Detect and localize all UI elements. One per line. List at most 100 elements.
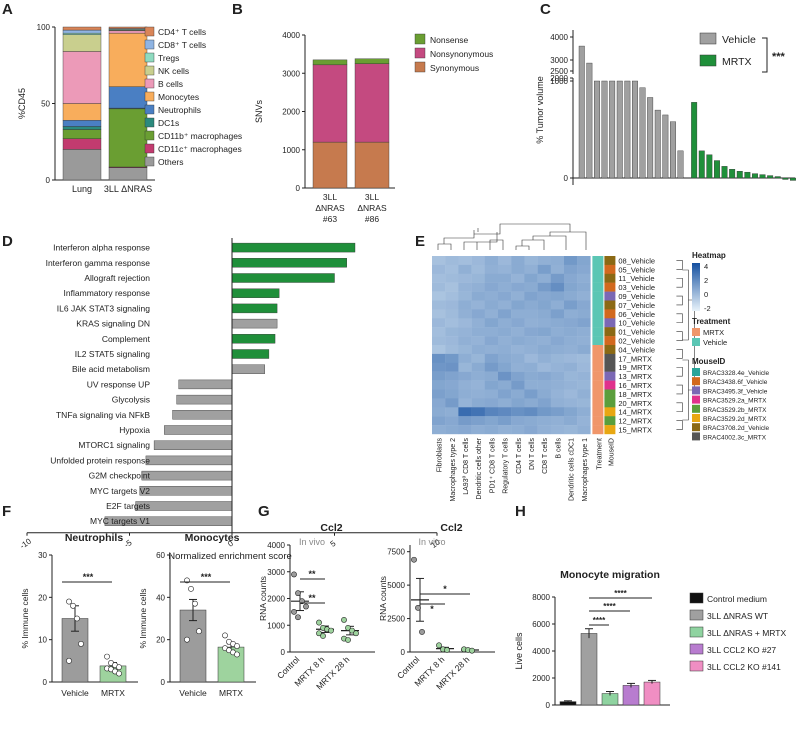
heatmap-cell bbox=[498, 425, 512, 435]
chart-title: Neutrophils bbox=[65, 532, 123, 544]
bar-segment bbox=[62, 126, 102, 130]
row-label: 06_Vehicle bbox=[618, 310, 655, 319]
heatmap-cell bbox=[577, 389, 591, 399]
legend-label: CD4⁺ T cells bbox=[158, 27, 206, 37]
heatmap-cell bbox=[564, 264, 578, 274]
heatmap-cell bbox=[484, 362, 499, 372]
legend-label: BRAC3438.6f_Vehicle bbox=[703, 379, 768, 386]
heatmap-cell bbox=[577, 362, 591, 372]
heatmap-cell bbox=[577, 273, 591, 283]
data-point bbox=[192, 600, 198, 607]
heatmap-cell bbox=[537, 371, 551, 381]
legend-label: MRTX bbox=[722, 56, 752, 68]
category-label: MYC targets V2 bbox=[90, 486, 150, 496]
heatmap-cell bbox=[498, 398, 512, 408]
y-tick-label: 4000 bbox=[267, 541, 285, 550]
column-label: CD8 T cells bbox=[542, 438, 549, 474]
heatmap-cell bbox=[484, 282, 499, 292]
heatmap-cell bbox=[524, 380, 538, 390]
heatmap-cell bbox=[537, 416, 551, 426]
row-label: 05_Vehicle bbox=[618, 265, 655, 274]
heatmap-cell bbox=[471, 300, 485, 310]
waterfall-bar bbox=[744, 171, 751, 179]
heatmap-cell bbox=[564, 425, 578, 435]
mouse-cell bbox=[604, 273, 616, 283]
colorbar-tick: -2 bbox=[704, 304, 711, 313]
mouse-cell bbox=[604, 336, 616, 346]
column-label: CD4 T cells bbox=[516, 438, 523, 474]
data-point bbox=[70, 602, 76, 609]
heatmap-cell bbox=[564, 318, 578, 328]
heatmap-cell bbox=[511, 273, 525, 283]
y-axis-label: Live cells bbox=[514, 632, 524, 670]
heatmap-cell bbox=[432, 353, 446, 363]
mouse-cell bbox=[604, 282, 616, 292]
heatmap-cell bbox=[445, 345, 459, 355]
heatmap-cell bbox=[484, 416, 499, 426]
category-label: Interferon alpha response bbox=[53, 243, 150, 253]
mouse-legend-title: MouseID bbox=[692, 357, 726, 366]
data-point bbox=[444, 647, 450, 653]
heatmap-cell bbox=[432, 300, 446, 310]
legend-label: NK cells bbox=[158, 66, 189, 76]
legend-label: Synonymous bbox=[430, 63, 479, 73]
heatmap-cell bbox=[550, 380, 565, 390]
x-axis-label: Normalized enrichment score bbox=[168, 551, 292, 562]
legend-label: MRTX bbox=[703, 328, 724, 337]
heatmap-cell bbox=[564, 336, 578, 346]
enrichment-bar bbox=[135, 501, 233, 511]
category-label: E2F targets bbox=[106, 501, 150, 511]
panel-letter-a: A bbox=[2, 1, 13, 18]
data-point bbox=[469, 647, 475, 654]
heatmap-cell bbox=[511, 371, 525, 381]
data-point bbox=[116, 670, 122, 677]
heatmap-cell bbox=[511, 327, 525, 337]
enrichment-bar bbox=[178, 379, 233, 390]
heatmap-cell bbox=[445, 291, 459, 301]
column-label: LA93º CD8 T cells bbox=[463, 438, 470, 495]
heatmap-cell bbox=[432, 362, 446, 372]
legend-label: 3LL CCL2 KO #141 bbox=[707, 662, 781, 672]
y-tick-label: 30 bbox=[38, 551, 47, 560]
heatmap-cell bbox=[550, 327, 565, 337]
waterfall-bar bbox=[654, 109, 661, 179]
heatmap-cell bbox=[537, 282, 551, 292]
heatmap-cell bbox=[511, 389, 525, 399]
heatmap-cell bbox=[537, 353, 551, 363]
enrichment-bar bbox=[153, 440, 233, 450]
waterfall-bar bbox=[647, 97, 654, 179]
column-label: Fibroblasts bbox=[437, 438, 444, 473]
heatmap-cell bbox=[458, 362, 472, 372]
heatmap-cell bbox=[550, 425, 565, 435]
panel-h: 0 2000 4000 6000 8000 Live cells Monocyte migr… bbox=[514, 569, 786, 710]
legend-label: BRAC4002.3c_MRTX bbox=[703, 434, 767, 441]
legend-swatch bbox=[699, 54, 717, 67]
heatmap-cell bbox=[458, 273, 472, 283]
heatmap-cell bbox=[577, 256, 591, 266]
heatmap-cell bbox=[458, 318, 472, 328]
heatmap-cell bbox=[511, 416, 525, 426]
heatmap-cell bbox=[445, 380, 459, 390]
colorbar-tick: 2 bbox=[704, 276, 708, 285]
waterfall-bar bbox=[662, 114, 669, 179]
heatmap-cell bbox=[537, 291, 551, 301]
heatmap-cell bbox=[471, 353, 485, 363]
data-point bbox=[234, 651, 240, 658]
heatmap-cell bbox=[564, 256, 578, 266]
heatmap-cell bbox=[471, 371, 485, 381]
significance-bracket bbox=[762, 37, 768, 73]
heatmap-cell bbox=[484, 309, 499, 319]
column-label: Dendritic cells cDC1 bbox=[569, 438, 576, 501]
column-label: B cells bbox=[555, 438, 562, 459]
heatmap-cell bbox=[432, 389, 446, 399]
heatmap-cell bbox=[524, 345, 538, 355]
mouse-cell bbox=[604, 309, 616, 319]
y-axis-label: %CD45 bbox=[17, 88, 27, 119]
heatmap-cell bbox=[484, 389, 499, 399]
waterfall-bar bbox=[736, 171, 743, 179]
treatment-cell bbox=[592, 389, 604, 399]
y-axis-label: RNA counts bbox=[378, 576, 388, 621]
legend-swatch bbox=[689, 626, 704, 638]
bar-segment bbox=[62, 26, 102, 31]
y-tick-label: 0 bbox=[46, 176, 51, 185]
